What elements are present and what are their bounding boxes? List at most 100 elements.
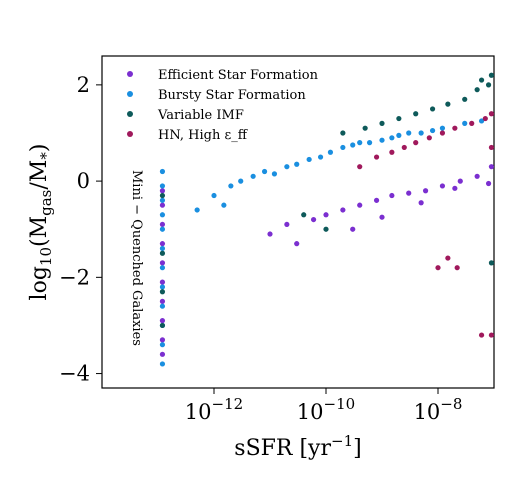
y-tick-label: −2 xyxy=(59,265,90,289)
point-series-1 xyxy=(340,207,346,213)
point-series-2 xyxy=(478,118,485,124)
point-series-4 xyxy=(488,144,495,151)
point-series-3 xyxy=(396,115,402,122)
point-series-2 xyxy=(357,140,363,146)
legend-label-1: Efficient Star Formation xyxy=(158,68,319,83)
point-series-3 xyxy=(488,260,495,266)
point-series-2 xyxy=(284,164,290,170)
point-series-4 xyxy=(445,255,451,261)
point-series-1 xyxy=(439,183,446,189)
y-tick-label: −4 xyxy=(59,362,90,386)
quenched-point-series-1 xyxy=(159,279,166,285)
point-series-3 xyxy=(340,130,346,136)
point-series-4 xyxy=(452,125,458,131)
point-series-2 xyxy=(228,183,234,189)
point-series-3 xyxy=(474,87,480,93)
quenched-point-series-1 xyxy=(159,202,166,208)
point-series-2 xyxy=(429,127,436,134)
point-series-4 xyxy=(454,265,460,271)
quenched-point-series-3 xyxy=(159,289,166,295)
point-series-2 xyxy=(221,202,227,208)
point-series-2 xyxy=(396,132,402,138)
point-series-2 xyxy=(379,137,385,143)
legend-marker-2 xyxy=(127,91,133,97)
point-series-2 xyxy=(211,192,217,199)
point-series-4 xyxy=(478,332,485,338)
plot-frame xyxy=(101,55,495,389)
point-series-1 xyxy=(373,197,380,203)
point-series-2 xyxy=(250,173,256,179)
point-series-3 xyxy=(379,120,385,126)
point-series-2 xyxy=(406,130,412,136)
quenched-point-series-2 xyxy=(159,245,166,252)
quenched-point-series-1 xyxy=(159,188,166,194)
point-series-1 xyxy=(379,214,385,220)
point-series-3 xyxy=(478,77,485,83)
legend-marker-1 xyxy=(127,71,133,77)
point-series-2 xyxy=(350,142,356,148)
y-tick-label: 0 xyxy=(77,169,90,193)
point-series-3 xyxy=(413,111,419,117)
point-series-1 xyxy=(485,180,492,187)
y-axis-label: log10(Mgas/M*) xyxy=(27,144,55,301)
point-series-2 xyxy=(462,120,468,126)
x-axis-label: sSFR [yr−1] xyxy=(234,432,361,461)
point-series-1 xyxy=(284,221,290,228)
point-series-1 xyxy=(422,188,429,194)
quenched-point-series-2 xyxy=(159,226,166,232)
quenched-point-series-1 xyxy=(159,318,166,324)
point-series-2 xyxy=(389,135,395,141)
point-series-4 xyxy=(426,135,432,141)
point-series-1 xyxy=(389,192,395,199)
quenched-point-series-2 xyxy=(159,197,166,203)
point-series-3 xyxy=(301,212,307,218)
point-series-3 xyxy=(445,101,451,107)
quenched-point-series-2 xyxy=(159,361,166,367)
legend-label-3: Variable IMF xyxy=(157,108,244,123)
point-series-1 xyxy=(488,164,495,170)
quenched-point-series-2 xyxy=(159,212,166,218)
quenched-point-series-2 xyxy=(159,168,166,175)
point-series-4 xyxy=(373,154,380,160)
point-series-4 xyxy=(439,130,446,136)
legend-label-2: Bursty Star Formation xyxy=(158,88,306,103)
point-series-3 xyxy=(429,106,436,112)
point-series-3 xyxy=(488,72,495,78)
point-series-2 xyxy=(418,130,424,136)
quenched-point-series-3 xyxy=(159,322,166,329)
quenched-point-series-1 xyxy=(159,241,166,247)
quenched-point-series-2 xyxy=(159,183,166,189)
point-series-3 xyxy=(362,125,368,131)
point-series-4 xyxy=(488,111,495,117)
point-series-4 xyxy=(389,149,395,155)
quenched-point-series-3 xyxy=(159,250,166,256)
point-series-2 xyxy=(317,154,324,160)
data-points xyxy=(159,72,495,367)
legend: Efficient Star Formation Bursty Star Form… xyxy=(127,68,319,143)
point-series-4 xyxy=(469,120,475,126)
point-series-2 xyxy=(327,149,334,155)
point-series-2 xyxy=(340,144,346,151)
point-series-3 xyxy=(485,82,492,88)
point-series-2 xyxy=(439,125,446,131)
point-series-1 xyxy=(294,241,300,247)
point-series-1 xyxy=(310,216,317,223)
point-series-4 xyxy=(482,115,488,122)
point-series-2 xyxy=(271,171,278,177)
point-series-1 xyxy=(452,185,458,191)
point-series-2 xyxy=(194,207,200,213)
point-series-2 xyxy=(306,156,312,163)
quenched-point-series-1 xyxy=(159,337,166,343)
quenched-point-series-2 xyxy=(159,284,166,290)
x-tick-label: 10−8 xyxy=(414,395,463,424)
quenched-point-series-1 xyxy=(159,260,166,266)
point-series-2 xyxy=(261,168,268,175)
point-series-4 xyxy=(401,144,407,151)
x-tick-label: 10−10 xyxy=(297,395,355,424)
y-tick-label: 2 xyxy=(77,73,90,97)
legend-marker-3 xyxy=(127,111,133,117)
quenched-point-series-2 xyxy=(159,303,166,309)
point-series-4 xyxy=(413,140,419,146)
point-series-4 xyxy=(435,265,441,271)
